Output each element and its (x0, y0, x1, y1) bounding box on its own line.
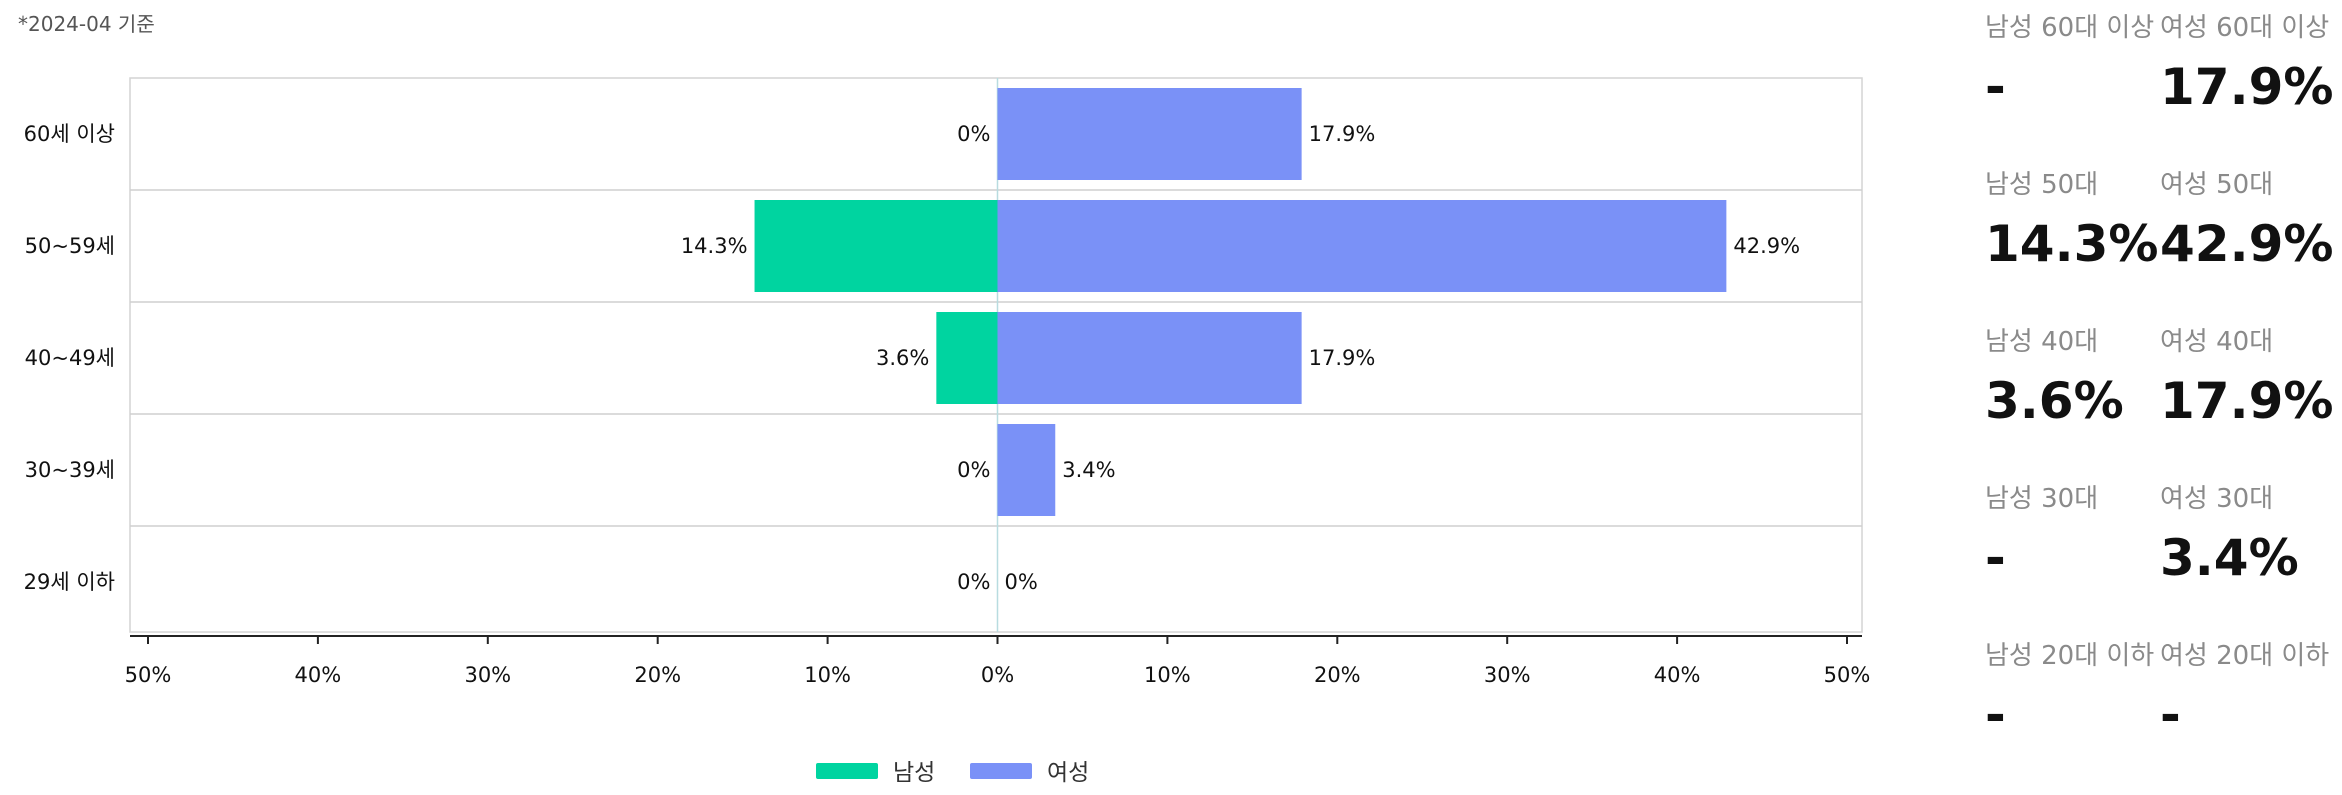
stat-value: 3.6% (1985, 372, 2124, 430)
legend-label-male: 남성 (893, 760, 935, 784)
male-value-label: 14.3% (681, 234, 748, 258)
stat-value: 14.3% (1985, 215, 2159, 273)
legend-label-female: 여성 (1047, 760, 1089, 784)
legend-swatch-female (970, 763, 1032, 779)
reference-date-note: *2024-04 기준 (18, 12, 155, 36)
category-label: 50~59세 (25, 234, 115, 258)
stat-row: 남성 60대 이상 - 여성 60대 이상 17.9% (1985, 10, 2335, 167)
female-value-label: 17.9% (1309, 122, 1376, 146)
stats-panel: 남성 60대 이상 - 여성 60대 이상 17.9% 남성 50대 14.3% 여성 50… (1985, 10, 2335, 795)
stat-value: 3.4% (2160, 529, 2299, 587)
female-stat: 여성 40대 17.9% (2160, 324, 2335, 481)
female-value-label: 17.9% (1309, 346, 1376, 370)
x-tick-label: 20% (1314, 663, 1361, 687)
male-stat: 남성 40대 3.6% (1985, 324, 2160, 481)
x-tick-label: 40% (295, 663, 342, 687)
female-stat: 여성 20대 이하 - (2160, 638, 2335, 795)
stat-value: - (1985, 529, 2006, 587)
stat-row: 남성 40대 3.6% 여성 40대 17.9% (1985, 324, 2335, 481)
x-tick-label: 10% (804, 663, 851, 687)
stat-label: 여성 20대 이하 (2160, 641, 2330, 671)
x-tick-label: 0% (981, 663, 1014, 687)
stat-label: 남성 20대 이하 (1985, 641, 2155, 671)
male-stat: 남성 60대 이상 - (1985, 10, 2160, 167)
male-stat: 남성 20대 이하 - (1985, 638, 2160, 795)
stat-row: 남성 30대 - 여성 30대 3.4% (1985, 481, 2335, 638)
stat-value: 17.9% (2160, 372, 2334, 430)
stat-value: - (2160, 686, 2181, 744)
male-stat: 남성 30대 - (1985, 481, 2160, 638)
stat-label: 남성 60대 이상 (1985, 13, 2155, 43)
category-label: 40~49세 (25, 346, 115, 370)
female-stat: 여성 60대 이상 17.9% (2160, 10, 2335, 167)
stat-label: 남성 50대 (1985, 170, 2099, 200)
male-value-label: 0% (957, 570, 990, 594)
stat-label: 남성 30대 (1985, 484, 2099, 514)
category-label: 30~39세 (25, 458, 115, 482)
female-value-label: 3.4% (1062, 458, 1115, 482)
male-bar (936, 312, 998, 404)
category-label: 29세 이하 (24, 570, 115, 594)
stat-label: 여성 50대 (2160, 170, 2274, 200)
stat-row: 남성 20대 이하 - 여성 20대 이하 - (1985, 638, 2335, 795)
stat-row: 남성 50대 14.3% 여성 50대 42.9% (1985, 167, 2335, 324)
female-bar (997, 424, 1056, 516)
x-tick-label: 40% (1654, 663, 1701, 687)
male-value-label: 0% (957, 122, 990, 146)
stat-label: 남성 40대 (1985, 327, 2099, 357)
stat-value: - (1985, 58, 2006, 116)
plot-frame (129, 77, 1863, 633)
x-tick-label: 50% (1824, 663, 1871, 687)
male-value-label: 0% (957, 458, 990, 482)
male-value-label: 3.6% (876, 346, 929, 370)
category-label: 60세 이상 (24, 122, 115, 146)
female-value-label: 0% (1005, 570, 1038, 594)
stat-value: - (1985, 686, 2006, 744)
female-stat: 여성 30대 3.4% (2160, 481, 2335, 638)
x-tick-label: 30% (1484, 663, 1531, 687)
stat-label: 여성 60대 이상 (2160, 13, 2330, 43)
female-value-label: 42.9% (1733, 234, 1800, 258)
stat-value: 42.9% (2160, 215, 2334, 273)
stat-label: 여성 30대 (2160, 484, 2274, 514)
female-stat: 여성 50대 42.9% (2160, 167, 2335, 324)
legend-swatch-male (816, 763, 878, 779)
male-bar (754, 200, 998, 292)
x-tick-label: 50% (125, 663, 172, 687)
stat-value: 17.9% (2160, 58, 2334, 116)
x-tick-label: 30% (464, 663, 511, 687)
stat-label: 여성 40대 (2160, 327, 2274, 357)
age-gender-bar-chart: 60세 이상 0% 17.9% 50~59세 14.3% 42.9% 40~49세 3.6% 1… (24, 77, 1871, 784)
female-bar (997, 200, 1727, 292)
female-bar (997, 88, 1302, 180)
female-bar (997, 312, 1302, 404)
x-tick-label: 20% (634, 663, 681, 687)
male-stat: 남성 50대 14.3% (1985, 167, 2160, 324)
x-tick-label: 10% (1144, 663, 1191, 687)
